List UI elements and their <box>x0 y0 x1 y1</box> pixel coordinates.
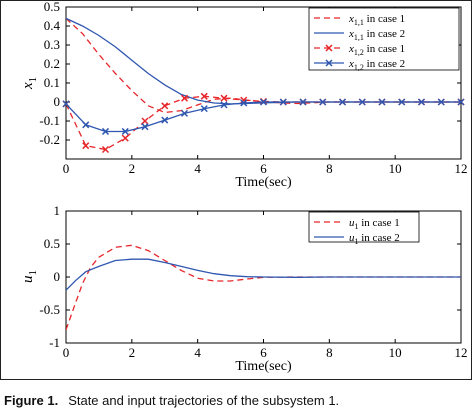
legend-label-sub: 1,2 <box>354 63 364 72</box>
y-tick-label: 0.5 <box>44 1 60 14</box>
x-tick-label: 10 <box>389 161 402 176</box>
series-line-x1-2-case1 <box>66 96 461 149</box>
y-tick-label: 0 <box>54 269 61 284</box>
x-tick-label: 4 <box>194 161 201 176</box>
legend: x1,1 in case 1x1,1 in case 2x1,2 in case… <box>309 8 459 72</box>
x-tick-label: 6 <box>260 161 267 176</box>
y-axis-label-sub: 1 <box>27 270 39 276</box>
y-tick-label: -1 <box>49 335 60 350</box>
x-tick-label: 6 <box>260 345 267 360</box>
data-point-marker <box>122 135 128 141</box>
x-axis-label: Time(sec) <box>235 175 292 190</box>
x-tick-label: 0 <box>63 161 70 176</box>
legend-label-sub: 1,2 <box>354 48 364 57</box>
y-tick-label: -0.1 <box>39 113 60 128</box>
legend-label-suffix: in case 1 <box>364 13 405 25</box>
caption-label: Figure 1. <box>4 393 58 408</box>
x-tick-label: 8 <box>326 345 333 360</box>
y-tick-label: 1 <box>54 203 61 218</box>
y-tick-label: 0.5 <box>44 236 60 251</box>
legend-label-suffix: in case 2 <box>364 28 405 40</box>
y-tick-label: 0.2 <box>44 56 60 71</box>
legend-label-sub: 1,1 <box>354 18 364 27</box>
y-tick-label: 0.4 <box>44 18 61 33</box>
chart-panel-1: 0 2 4 6 8 10 12-0.10.10.30.50.40.20-0.2Time(se… <box>20 1 468 190</box>
legend: u1 in case 1u1 in case 2 <box>309 212 419 246</box>
x-tick-label: 12 <box>455 161 468 176</box>
figure-frame: 0 2 4 6 8 10 12 -0.1 0.1 0.3 0.5 0.4 0.2 0 -0.2 Time(se… <box>0 0 472 380</box>
legend-label-suffix: in case 1 <box>359 217 400 229</box>
legend-label-suffix: in case 2 <box>359 232 400 244</box>
x-tick-label: 2 <box>129 161 136 176</box>
x-tick-label: 2 <box>129 345 136 360</box>
series-line-u1-case1 <box>66 245 461 329</box>
y-axis-label-sub: 1 <box>27 77 39 83</box>
y-tick-label: -0.5 <box>39 302 60 317</box>
x-tick-label: 8 <box>326 161 333 176</box>
x-tick-label: 10 <box>389 345 402 360</box>
x-axis-label: Time(sec) <box>235 359 292 374</box>
x-tick-label: 4 <box>194 345 201 360</box>
series-line-x1-2-case2 <box>66 102 461 132</box>
y-axis-label-main: u <box>20 276 36 284</box>
data-point-marker <box>142 118 148 124</box>
y-tick-label: 0.1 <box>44 75 60 90</box>
data-point-marker <box>83 122 89 128</box>
y-tick-label: -0.2 <box>39 132 60 147</box>
data-point-marker <box>162 103 168 109</box>
series-line-u1-case2 <box>66 259 461 290</box>
x-tick-label: 12 <box>455 345 468 360</box>
caption-text: State and input trajectories of the subs… <box>68 393 339 408</box>
legend-label-suffix: in case 1 <box>364 43 405 55</box>
y-axis-label: x1 <box>20 77 39 90</box>
legend-label-sub: 1,1 <box>354 33 364 42</box>
figure-svg: 0 2 4 6 8 10 12-0.10.10.30.50.40.20-0.2Time(se… <box>1 1 473 381</box>
y-tick-label: 0 <box>54 94 61 109</box>
y-tick-label: 0.3 <box>44 37 60 52</box>
y-axis-label: u1 <box>20 270 39 283</box>
x-tick-label: 0 <box>63 345 70 360</box>
data-point-marker <box>83 143 89 149</box>
figure-caption: Figure 1. State and input trajectories of… <box>4 393 339 408</box>
legend-label-suffix: in case 2 <box>364 58 405 70</box>
